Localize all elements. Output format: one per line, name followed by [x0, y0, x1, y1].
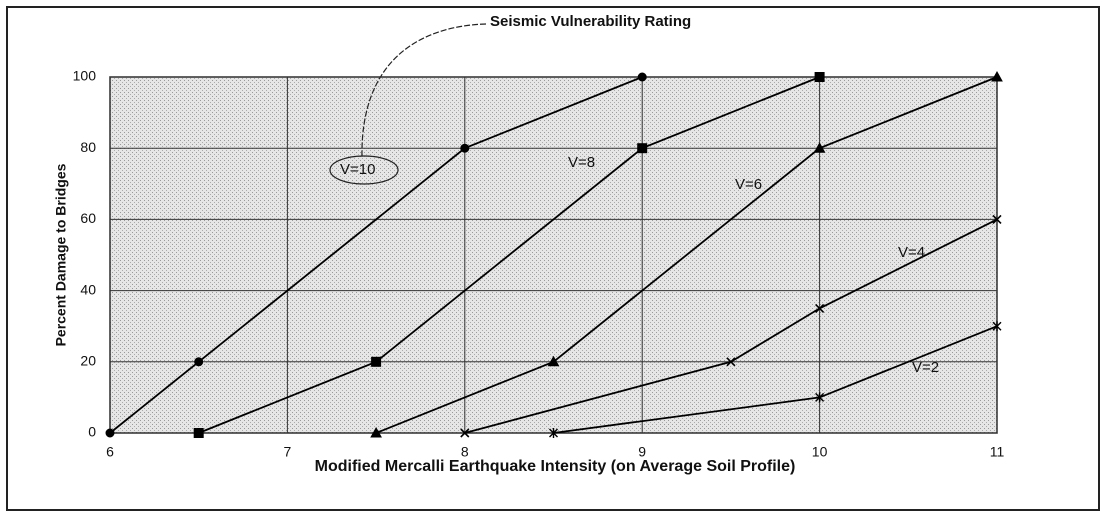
marker [726, 357, 736, 367]
marker [813, 142, 826, 153]
marker [815, 303, 825, 313]
series-line [198, 76, 820, 434]
series-label: V=4 [898, 244, 925, 261]
marker [547, 355, 560, 367]
y-tick-label: 60 [80, 210, 96, 226]
y-tick-label: 40 [80, 281, 96, 297]
marker [637, 143, 648, 154]
x-tick-label: 10 [812, 444, 828, 460]
x-tick-label: 6 [106, 444, 114, 460]
x-tick-label: 7 [284, 444, 292, 460]
marker [370, 426, 382, 438]
series-label: V=6 [735, 176, 762, 193]
series-label: V=8 [568, 154, 595, 171]
label-ellipse [329, 155, 399, 185]
marker [194, 357, 204, 367]
marker [460, 143, 470, 153]
marker [460, 428, 470, 438]
annotation: Seismic Vulnerability Rating [490, 13, 691, 30]
x-tick-label: 8 [461, 444, 469, 460]
marker [991, 70, 1003, 82]
marker [371, 356, 382, 367]
marker [992, 214, 1002, 224]
series-line [109, 76, 643, 434]
marker [637, 72, 647, 82]
y-tick-label: 100 [73, 68, 97, 84]
y-tick-label: 80 [80, 139, 96, 155]
series-label: V=10 [340, 161, 375, 178]
x-tick-label: 11 [990, 444, 1005, 460]
x-axis-label: Modified Mercalli Earthquake Intensity (… [315, 458, 796, 475]
y-tick-label: 20 [80, 353, 96, 369]
y-tick-label: 0 [88, 424, 96, 440]
marker [193, 428, 204, 438]
series-line [375, 76, 998, 434]
marker [815, 392, 825, 403]
marker [992, 321, 1002, 332]
series-line [464, 218, 998, 434]
y-axis-label: Percent Damage to Bridges [53, 163, 69, 346]
x-tick-label: 9 [638, 444, 646, 460]
marker [814, 72, 825, 82]
marker [549, 428, 558, 438]
series-label: V=2 [912, 359, 939, 376]
frame [6, 6, 1100, 511]
leader-line [361, 23, 487, 159]
marker [105, 428, 115, 438]
